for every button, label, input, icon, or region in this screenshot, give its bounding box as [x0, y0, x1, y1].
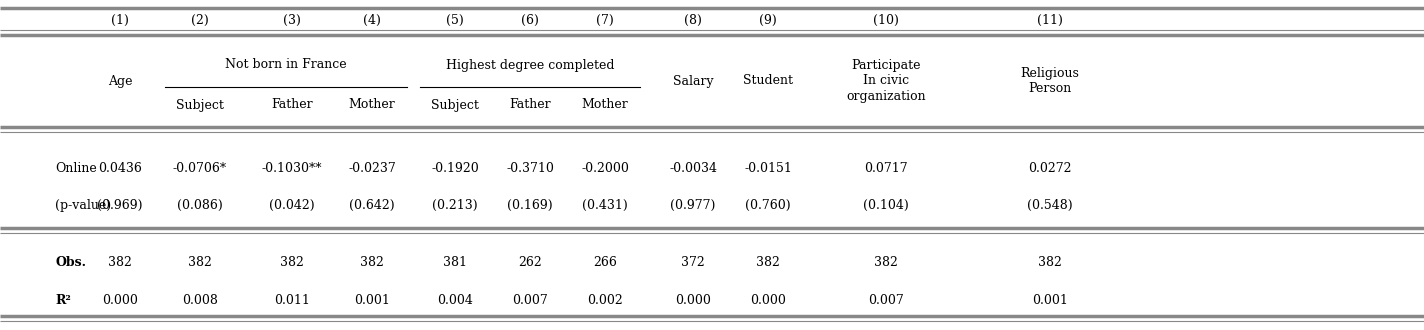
Text: (0.431): (0.431)	[582, 199, 628, 212]
Text: 382: 382	[360, 256, 384, 270]
Text: Father: Father	[510, 98, 551, 112]
Text: 266: 266	[592, 256, 617, 270]
Text: 0.0436: 0.0436	[98, 161, 142, 175]
Text: (3): (3)	[283, 14, 300, 26]
Text: 0.004: 0.004	[437, 293, 473, 307]
Text: Online: Online	[56, 161, 97, 175]
Text: -0.0706*: -0.0706*	[172, 161, 226, 175]
Text: Highest degree completed: Highest degree completed	[446, 58, 614, 72]
Text: 0.000: 0.000	[675, 293, 711, 307]
Text: Mother: Mother	[349, 98, 396, 112]
Text: Father: Father	[271, 98, 313, 112]
Text: 0.008: 0.008	[182, 293, 218, 307]
Text: (0.042): (0.042)	[269, 199, 315, 212]
Text: -0.0151: -0.0151	[745, 161, 792, 175]
Text: (5): (5)	[446, 14, 464, 26]
Text: 372: 372	[681, 256, 705, 270]
Text: (4): (4)	[363, 14, 382, 26]
Text: (0.548): (0.548)	[1027, 199, 1072, 212]
Text: -0.2000: -0.2000	[581, 161, 629, 175]
Text: Student: Student	[743, 75, 793, 87]
Text: (0.169): (0.169)	[507, 199, 553, 212]
Text: 382: 382	[874, 256, 899, 270]
Text: 0.001: 0.001	[355, 293, 390, 307]
Text: Religious
Person: Religious Person	[1021, 67, 1079, 95]
Text: (8): (8)	[684, 14, 702, 26]
Text: 0.001: 0.001	[1032, 293, 1068, 307]
Text: 0.0272: 0.0272	[1028, 161, 1072, 175]
Text: (10): (10)	[873, 14, 899, 26]
Text: Obs.: Obs.	[56, 256, 85, 270]
Text: 0.002: 0.002	[587, 293, 622, 307]
Text: (2): (2)	[191, 14, 209, 26]
Text: -0.0034: -0.0034	[669, 161, 718, 175]
Text: 0.000: 0.000	[103, 293, 138, 307]
Text: 381: 381	[443, 256, 467, 270]
Text: (0.213): (0.213)	[433, 199, 478, 212]
Text: -0.1920: -0.1920	[431, 161, 478, 175]
Text: 382: 382	[756, 256, 780, 270]
Text: 0.011: 0.011	[273, 293, 310, 307]
Text: Subject: Subject	[177, 98, 224, 112]
Text: 382: 382	[1038, 256, 1062, 270]
Text: 0.000: 0.000	[750, 293, 786, 307]
Text: Mother: Mother	[581, 98, 628, 112]
Text: Subject: Subject	[431, 98, 478, 112]
Text: (0.760): (0.760)	[745, 199, 790, 212]
Text: 262: 262	[518, 256, 543, 270]
Text: -0.1030**: -0.1030**	[262, 161, 322, 175]
Text: Not born in France: Not born in France	[225, 58, 347, 72]
Text: (7): (7)	[597, 14, 614, 26]
Text: 0.007: 0.007	[869, 293, 904, 307]
Text: R²: R²	[56, 293, 71, 307]
Text: (0.086): (0.086)	[177, 199, 224, 212]
Text: 382: 382	[108, 256, 132, 270]
Text: 382: 382	[188, 256, 212, 270]
Text: (6): (6)	[521, 14, 538, 26]
Text: Age: Age	[108, 75, 132, 87]
Text: (0.977): (0.977)	[671, 199, 716, 212]
Text: Salary: Salary	[672, 75, 713, 87]
Text: (0.642): (0.642)	[349, 199, 394, 212]
Text: (p-value): (p-value)	[56, 199, 111, 212]
Text: (0.969): (0.969)	[97, 199, 142, 212]
Text: -0.3710: -0.3710	[506, 161, 554, 175]
Text: (0.104): (0.104)	[863, 199, 909, 212]
Text: Participate
In civic
organization: Participate In civic organization	[846, 59, 926, 103]
Text: (11): (11)	[1037, 14, 1062, 26]
Text: 0.0717: 0.0717	[864, 161, 909, 175]
Text: -0.0237: -0.0237	[347, 161, 396, 175]
Text: (9): (9)	[759, 14, 778, 26]
Text: (1): (1)	[111, 14, 130, 26]
Text: 0.007: 0.007	[513, 293, 548, 307]
Text: 382: 382	[281, 256, 303, 270]
